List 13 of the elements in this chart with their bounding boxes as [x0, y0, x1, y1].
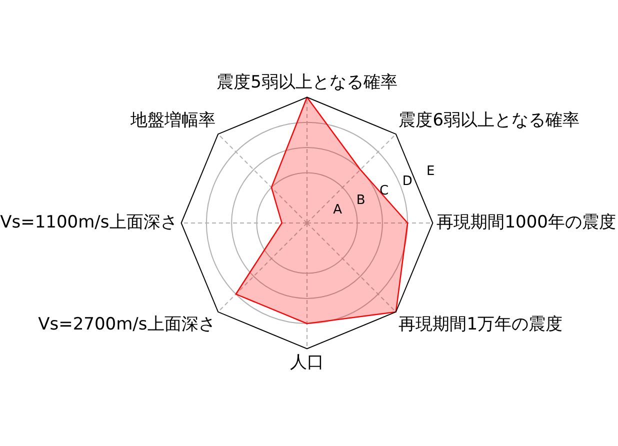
spoke-label: Vs=2700m/s上面深さ: [38, 314, 216, 334]
spoke-label: 人口: [290, 352, 324, 372]
y-tick-label: C: [380, 183, 389, 198]
spoke-label: Vs=1100m/s上面深さ: [0, 212, 178, 232]
spoke-label: 震度6弱以上となる確率: [398, 110, 580, 130]
spoke-label: 地盤増幅率: [129, 110, 216, 130]
spoke-label: 再現期間1000年の震度: [436, 212, 616, 232]
y-tick-label: B: [356, 193, 366, 208]
y-tick-label: E: [426, 164, 435, 180]
spoke-label: 震度5弱以上となる確率: [216, 72, 398, 92]
spoke-label: 再現期間1万年の震度: [398, 314, 563, 334]
y-tick-label: D: [402, 174, 412, 189]
y-tick-label: A: [333, 202, 342, 218]
